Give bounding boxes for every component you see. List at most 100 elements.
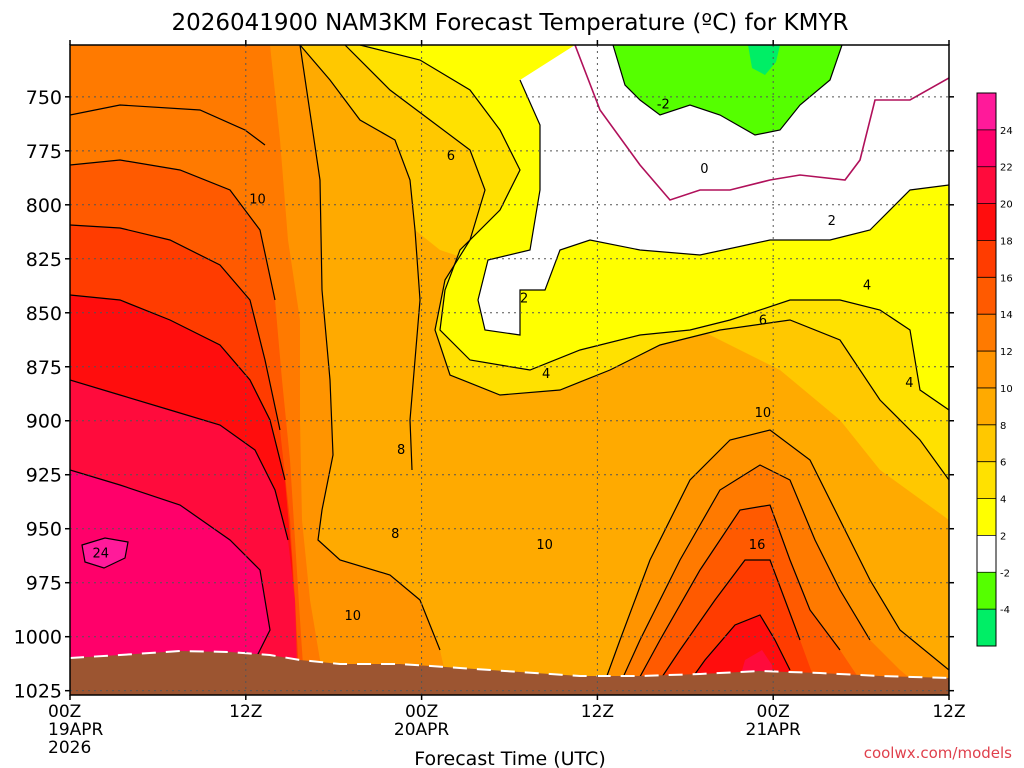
y-tick-label: 825 (26, 249, 62, 271)
contour-label: 4 (905, 376, 913, 391)
y-tick-label: 850 (26, 303, 62, 325)
plot-border (69, 44, 950, 696)
colorbar-swatch (977, 277, 996, 315)
y-tick-label: 1025 (14, 681, 62, 703)
contour-label: 2 (828, 214, 836, 229)
contour-line-12 (70, 104, 266, 146)
colorbar-swatch (977, 535, 996, 573)
contour-label: 10 (344, 609, 361, 624)
contour-line-18 (70, 294, 286, 481)
contour-label: 10 (536, 538, 553, 553)
colorbar-swatch (977, 351, 996, 389)
x-tick-label: 12Z (932, 702, 965, 722)
colorbar-label: 16 (1000, 273, 1013, 284)
colorbar-label: 6 (1000, 458, 1006, 469)
colorbar-swatch (977, 387, 996, 426)
y-tick-label: 800 (26, 195, 62, 217)
band-24-26-left (82, 538, 128, 568)
contour-label: 24 (92, 546, 109, 561)
x-axis-title: Forecast Time (UTC) (414, 748, 605, 768)
y-tick-label: 775 (26, 141, 62, 163)
y-axis: 750 775 800 825 850 875 900 925 950 975 1000 1025 (14, 87, 954, 703)
contour-label: 6 (447, 149, 455, 164)
contour-label: 10 (249, 192, 266, 207)
colorbar-swatch (977, 203, 996, 241)
colorbar: 24 22 20 18 16 14 12 10 8 6 4 2 -2 -4 (976, 92, 1013, 647)
x-tick-label: 00Z (757, 702, 790, 722)
band-neg4-neg2 (613, 45, 842, 135)
contour-line-12-right (614, 464, 871, 695)
contour-line-14 (70, 159, 276, 301)
colorbar-label: 18 (1000, 236, 1013, 247)
colorbar-label: 20 (1000, 200, 1013, 211)
y-tick-label: 925 (26, 465, 62, 487)
contour-line-6 (344, 45, 949, 481)
y-tick-label: 875 (26, 357, 62, 379)
y-tick-label: 900 (26, 411, 62, 433)
x-tick-label: 19APR (48, 720, 104, 740)
contour-label: 2 (520, 292, 528, 307)
x-tick-label: 2026 (48, 738, 91, 758)
contour-line-16-right (649, 559, 801, 695)
contour-line-10-left (299, 45, 441, 651)
colorbar-label: 10 (1000, 384, 1013, 395)
x-tick-label: 12Z (581, 702, 614, 722)
contour-label: 8 (397, 443, 405, 458)
contour-label: 4 (542, 367, 550, 382)
colorbar-swatch (977, 424, 996, 463)
colorbar-label: 14 (1000, 310, 1013, 321)
contour-label: 4 (863, 279, 871, 294)
credit-text[interactable]: coolwx.com/models (864, 744, 1012, 762)
contour-line-16 (70, 224, 281, 431)
contour-line-24 (81, 537, 129, 569)
contour-label: -2 (657, 97, 670, 112)
band-neg6-neg4 (748, 45, 780, 75)
contour-line-neg2 (612, 45, 843, 136)
contour-label: 8 (391, 527, 399, 542)
y-tick-label: 750 (26, 87, 62, 109)
contour-line-20 (70, 379, 289, 541)
freezing-line-0 (574, 45, 949, 201)
colorbar-swatch (977, 166, 996, 205)
contour-line-14-right (629, 504, 841, 695)
colorbar-label: -2 (1000, 568, 1010, 579)
colorbar-label: 8 (1000, 421, 1006, 432)
colorbar-label: 24 (1000, 126, 1013, 137)
colorbar-label: 22 (1000, 163, 1013, 174)
contour-line-4 (359, 45, 949, 411)
contour-label: 0 (700, 162, 708, 177)
colorbar-swatch (977, 129, 996, 168)
y-tick-label: 950 (26, 519, 62, 541)
contour-label: 16 (749, 538, 766, 553)
contour-line-10-right (599, 429, 949, 695)
colorbar-swatch (977, 609, 996, 647)
contour-line-18-right (679, 614, 791, 695)
colorbar-label: 12 (1000, 347, 1013, 358)
x-tick-label: 00Z (405, 702, 438, 722)
y-tick-label: 975 (26, 573, 62, 595)
colorbar-swatch (977, 240, 996, 278)
colorbar-label: 4 (1000, 495, 1006, 506)
contour-lines (70, 45, 949, 695)
colorbar-swatch (977, 461, 996, 500)
colorbar-label: 2 (1000, 531, 1006, 542)
contour-line-22 (70, 469, 271, 661)
contour-line-2 (477, 79, 949, 336)
band-22-24-left (70, 470, 270, 675)
x-tick-label: 20APR (394, 720, 450, 740)
x-tick-label: 21APR (746, 720, 802, 740)
colorbar-swatch (977, 93, 996, 131)
ground-terrain (70, 651, 949, 695)
y-tick-label: 1000 (14, 627, 62, 649)
chart-title: 2026041900 NAM3KM Forecast Temperature (… (172, 10, 849, 36)
contour-label: 6 (759, 313, 767, 328)
colorbar-label: -4 (1000, 605, 1010, 616)
plot-area (70, 45, 949, 695)
colorbar-swatch (977, 498, 996, 536)
contour-label: 10 (755, 406, 772, 421)
colorbar-swatch (977, 314, 996, 352)
x-tick-label: 12Z (229, 702, 262, 722)
